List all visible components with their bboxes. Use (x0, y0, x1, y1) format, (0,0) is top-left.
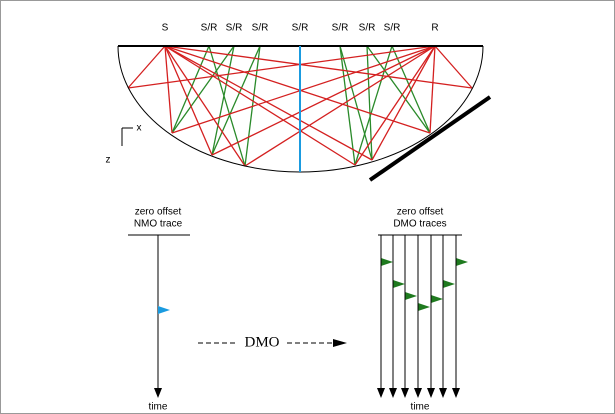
event-flag (381, 258, 393, 266)
station-label: S/R (292, 23, 309, 34)
arrowhead (401, 388, 409, 398)
station-label: R (431, 23, 438, 34)
z-label: z (106, 155, 111, 166)
ray (355, 46, 392, 165)
ray (128, 46, 165, 88)
ray (212, 46, 435, 155)
event-flag (405, 292, 417, 300)
diagram: R S/R S/R S/R S/R S/R S/R S/R S x z zero offset … (0, 0, 615, 414)
station-label: S/R (384, 23, 401, 34)
ray (165, 46, 212, 155)
axis-label: time (411, 402, 430, 413)
arrowhead (452, 388, 460, 398)
nmo-panel: zero offset NMO trace time (128, 207, 190, 413)
station-label: S/R (226, 23, 243, 34)
ray (355, 46, 435, 165)
arrowhead (414, 388, 422, 398)
event-flag (456, 258, 468, 266)
station-label: S/R (359, 23, 376, 34)
event-flag (158, 306, 170, 314)
ray (430, 46, 435, 133)
survey-geometry (118, 46, 490, 180)
frame (1, 1, 615, 414)
arrowhead (389, 388, 397, 398)
station-label: S/R (332, 23, 349, 34)
ray (367, 46, 430, 133)
event-flag (393, 280, 405, 288)
panel-title: zero offset (135, 207, 182, 218)
event-flag (418, 303, 430, 311)
arrowhead (439, 388, 447, 398)
ray (172, 46, 435, 133)
axes-icon: x z (106, 123, 142, 166)
arrowhead (333, 339, 347, 347)
station-label: S/R (252, 23, 269, 34)
dipping-reflector (370, 97, 490, 180)
station-label: S/R (201, 23, 218, 34)
ray (165, 46, 355, 165)
operator-label: DMO (244, 334, 279, 350)
x-label: x (137, 123, 142, 134)
dmo-panel: zero offset DMO traces time (377, 207, 468, 413)
panel-title: DMO traces (393, 219, 446, 230)
ray (435, 46, 472, 88)
arrowhead (427, 388, 435, 398)
axis-label: time (149, 402, 168, 413)
station-label: S (162, 23, 169, 34)
event-flag (431, 295, 443, 303)
ray (165, 46, 430, 133)
ray (165, 46, 372, 160)
event-flag (443, 280, 455, 288)
operator-arrow: DMO (198, 334, 347, 350)
panel-title: zero offset (397, 207, 444, 218)
arrowhead (154, 388, 162, 398)
panel-title: NMO trace (134, 219, 183, 230)
arrowhead (377, 388, 385, 398)
